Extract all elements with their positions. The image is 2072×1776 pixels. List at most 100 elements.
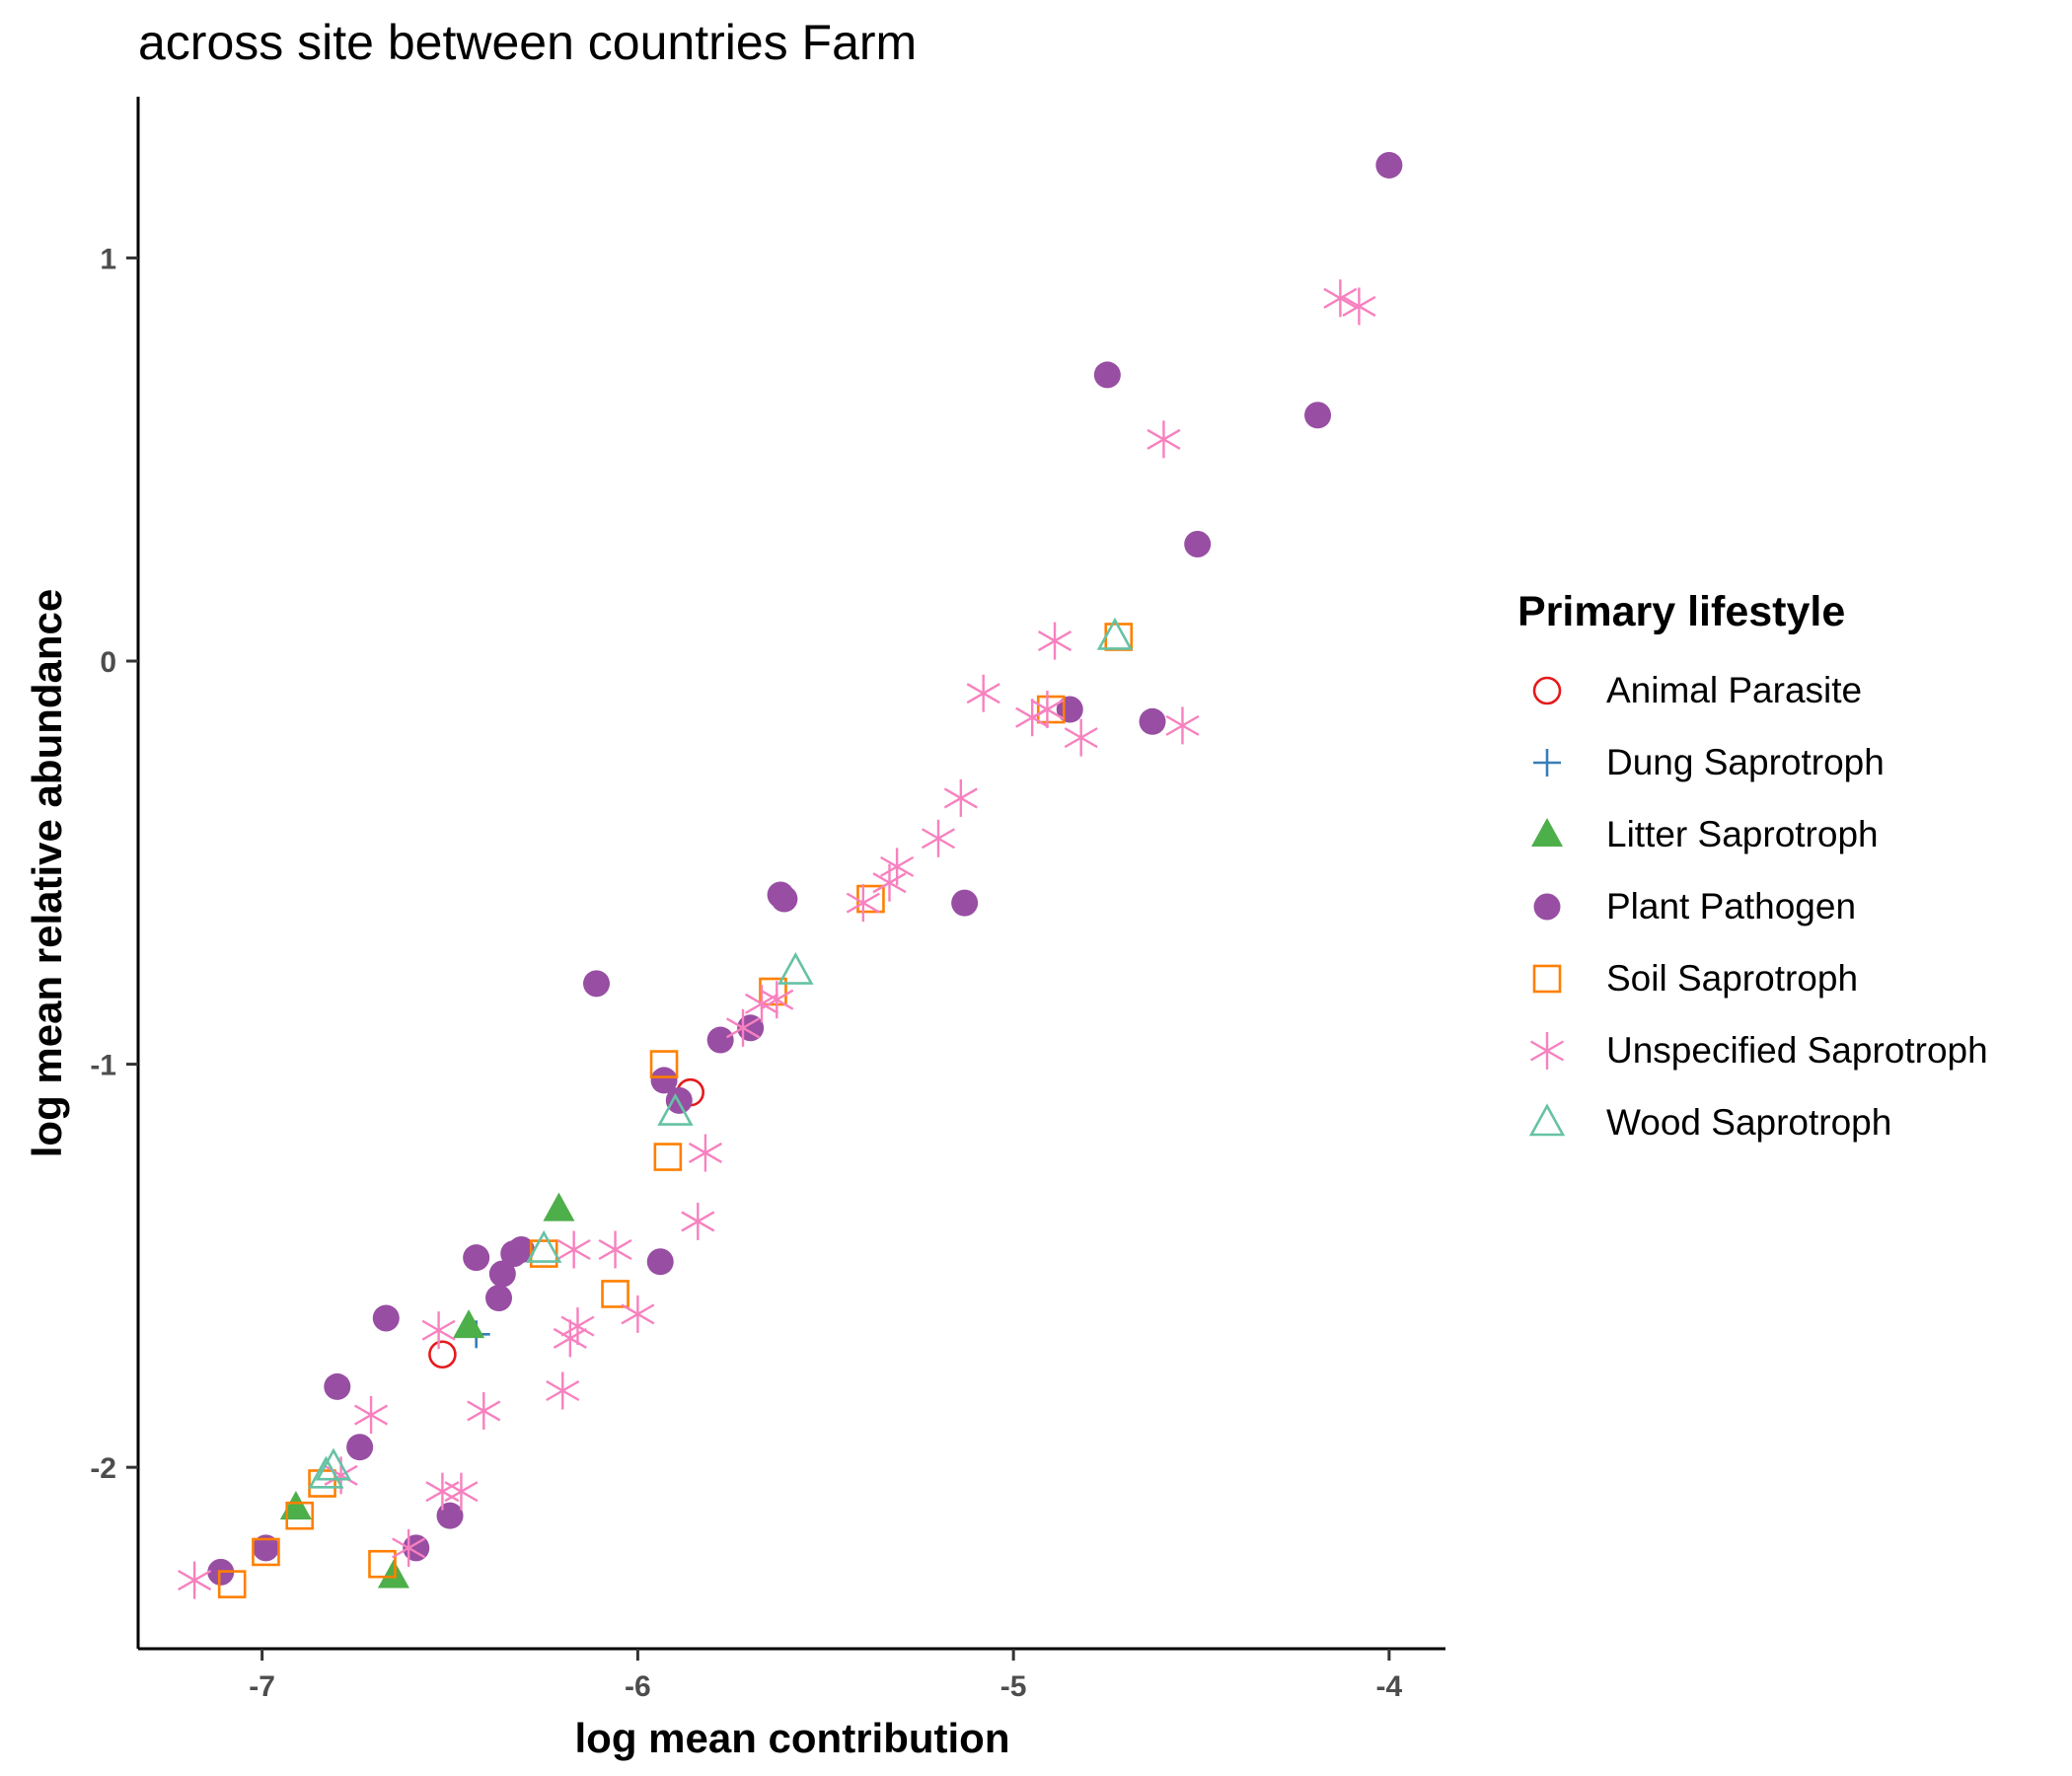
data-point	[1064, 718, 1098, 757]
data-point	[368, 1549, 397, 1579]
data-point	[1375, 151, 1403, 179]
legend-symbol	[1532, 964, 1562, 993]
legend-label: Soil Saprotroph	[1606, 957, 1859, 999]
data-point	[1139, 707, 1166, 735]
data-point	[1342, 287, 1376, 326]
data-point	[777, 951, 814, 985]
data-point	[285, 1501, 315, 1530]
legend-item-plant-pathogen: Plant Pathogen	[1517, 870, 1988, 942]
data-point	[500, 1240, 528, 1268]
data-point	[688, 1134, 722, 1172]
x-tick-label: -7	[249, 1670, 275, 1703]
data-point	[279, 1491, 312, 1519]
data-point	[178, 1561, 212, 1599]
data-point	[598, 1230, 632, 1269]
data-point	[646, 1248, 674, 1276]
y-tick-label: -1	[90, 1050, 116, 1082]
data-point	[444, 1472, 479, 1511]
y-axis-ticks: -2 -1 0 1	[90, 243, 138, 1485]
data-point	[1323, 279, 1358, 318]
legend-item-dung-saprotroph: Dung Saprotroph	[1517, 726, 1988, 798]
data-point	[543, 1192, 575, 1221]
legend-key	[1533, 748, 1561, 777]
legend-key	[1532, 676, 1562, 704]
legend-symbol	[1529, 1031, 1565, 1070]
legend-label: Animal Parasite	[1606, 669, 1863, 710]
data-point	[649, 1050, 679, 1078]
legend-item-soil-saprotroph: Soil Saprotroph	[1517, 942, 1988, 1014]
data-point	[488, 1260, 516, 1288]
legend-symbol	[1528, 1102, 1566, 1136]
legend-item-animal-parasite: Animal Parasite	[1517, 654, 1988, 726]
legend-symbol	[1532, 676, 1562, 704]
data-point	[1093, 361, 1121, 389]
data-point	[252, 1537, 280, 1567]
data-point	[1304, 402, 1332, 429]
y-tick-label: -2	[90, 1452, 116, 1485]
data-point	[467, 1391, 501, 1430]
data-point	[354, 1396, 389, 1435]
x-tick-label: -6	[625, 1670, 651, 1703]
data-point	[463, 1244, 490, 1272]
data-point	[308, 1455, 344, 1489]
data-point	[759, 977, 787, 1006]
data-point	[428, 1340, 457, 1369]
data-point	[681, 1202, 715, 1240]
data-point	[346, 1434, 374, 1461]
data-point	[657, 1092, 694, 1126]
legend-key	[1531, 817, 1563, 847]
legend-symbol	[1533, 748, 1561, 777]
data-point	[392, 1528, 426, 1567]
data-point	[951, 889, 979, 917]
y-axis-title: log mean relative abundance	[24, 589, 70, 1158]
data-point	[1147, 420, 1181, 459]
data-point	[846, 884, 880, 923]
data-point	[485, 1285, 513, 1312]
data-point	[377, 1559, 409, 1589]
x-tick-label: -4	[1376, 1670, 1403, 1703]
legend-key	[1533, 893, 1561, 920]
legend-item-unspecified-saprotroph: Unspecified Saprotroph	[1517, 1014, 1988, 1086]
data-point	[760, 981, 794, 1019]
legend-item-litter-saprotroph: Litter Saprotroph	[1517, 798, 1988, 870]
data-point	[601, 1280, 629, 1308]
chart-title: across site between countries Farm	[138, 15, 918, 70]
data-point	[1036, 695, 1066, 724]
data-point	[1096, 617, 1134, 650]
x-tick-label: -5	[1000, 1670, 1027, 1703]
data-point	[966, 674, 1000, 712]
data-point	[706, 1026, 734, 1054]
legend-item-wood-saprotroph: Wood Saprotroph	[1517, 1086, 1988, 1158]
legend-label: Dung Saprotroph	[1606, 741, 1885, 782]
data-point	[653, 1143, 683, 1171]
data-point	[553, 1319, 587, 1358]
data-point	[217, 1570, 247, 1598]
data-point	[526, 1229, 562, 1263]
y-tick-label: 1	[100, 243, 116, 275]
legend-label: Plant Pathogen	[1606, 885, 1857, 926]
x-axis-title: log mean contribution	[575, 1715, 1010, 1761]
data-point	[725, 1008, 761, 1047]
data-point	[1056, 696, 1083, 723]
legend-label: Litter Saprotroph	[1606, 813, 1879, 854]
y-tick-label: 0	[100, 646, 116, 679]
data-point	[771, 885, 798, 913]
legend-label: Unspecified Saprotroph	[1606, 1029, 1988, 1071]
data-point	[1037, 622, 1073, 660]
data-point	[372, 1304, 400, 1332]
data-point	[425, 1472, 460, 1511]
data-point	[436, 1502, 464, 1529]
legend-key	[1528, 1102, 1566, 1136]
legend-title: Primary lifestyle	[1517, 588, 1846, 635]
data-point	[583, 970, 611, 998]
data-point	[921, 819, 956, 857]
data-point	[560, 1307, 595, 1346]
data-point	[1165, 706, 1200, 745]
legend-key	[1532, 964, 1562, 993]
data-point	[546, 1371, 580, 1410]
data-point	[650, 1067, 678, 1094]
data-point	[315, 1447, 352, 1481]
legend-key	[1529, 1031, 1565, 1070]
data-point	[1184, 531, 1212, 558]
